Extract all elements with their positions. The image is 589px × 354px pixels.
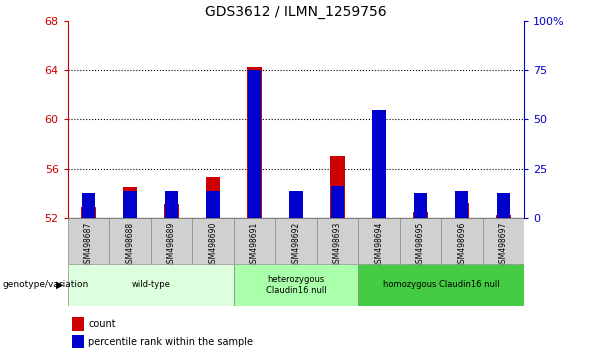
Text: genotype/variation: genotype/variation [3,280,89,290]
Bar [372,122,386,218]
Bar [68,218,109,264]
Bar [206,191,220,218]
Text: GSM498697: GSM498697 [499,221,508,268]
Text: GSM498687: GSM498687 [84,221,93,268]
Text: GSM498691: GSM498691 [250,221,259,268]
Bar [414,193,427,218]
Bar [234,218,275,264]
Bar [164,204,178,218]
Bar [289,214,303,218]
Bar [82,193,95,218]
Text: GSM498690: GSM498690 [209,221,217,268]
Bar [330,156,345,218]
Text: wild-type: wild-type [131,280,170,290]
Text: GSM498693: GSM498693 [333,221,342,268]
Text: ▶: ▶ [56,280,64,290]
Bar [317,218,358,264]
Bar [68,264,234,306]
Text: GSM498695: GSM498695 [416,221,425,268]
Bar [483,218,524,264]
Bar [358,218,400,264]
Text: GSM498689: GSM498689 [167,221,176,268]
Bar [441,218,483,264]
Bar [151,218,192,264]
Bar [413,212,428,218]
Bar [124,191,137,218]
Text: GSM498694: GSM498694 [375,221,383,268]
Text: count: count [88,319,116,329]
Title: GDS3612 / ILMN_1259756: GDS3612 / ILMN_1259756 [205,5,387,19]
Text: heterozygous
Claudin16 null: heterozygous Claudin16 null [266,275,326,295]
Text: homozygous Claudin16 null: homozygous Claudin16 null [383,280,499,290]
Bar [331,186,344,218]
Bar [123,187,137,218]
Bar [372,110,386,218]
Bar [455,191,468,218]
Text: GSM498688: GSM498688 [125,221,134,268]
Bar [165,191,178,218]
Bar [358,264,524,306]
Text: GSM498692: GSM498692 [292,221,300,268]
Bar [275,218,317,264]
Bar [109,218,151,264]
Bar [72,335,84,348]
Bar [400,218,441,264]
Bar [496,215,511,218]
Text: percentile rank within the sample: percentile rank within the sample [88,337,253,347]
Bar [289,191,303,218]
Bar [192,218,234,264]
Bar [206,177,220,218]
Text: GSM498696: GSM498696 [458,221,466,268]
Bar [497,193,510,218]
Bar [455,203,469,218]
Bar [234,264,358,306]
Bar [81,207,96,218]
Bar [248,70,261,218]
Bar [72,317,84,331]
Bar [247,67,262,218]
